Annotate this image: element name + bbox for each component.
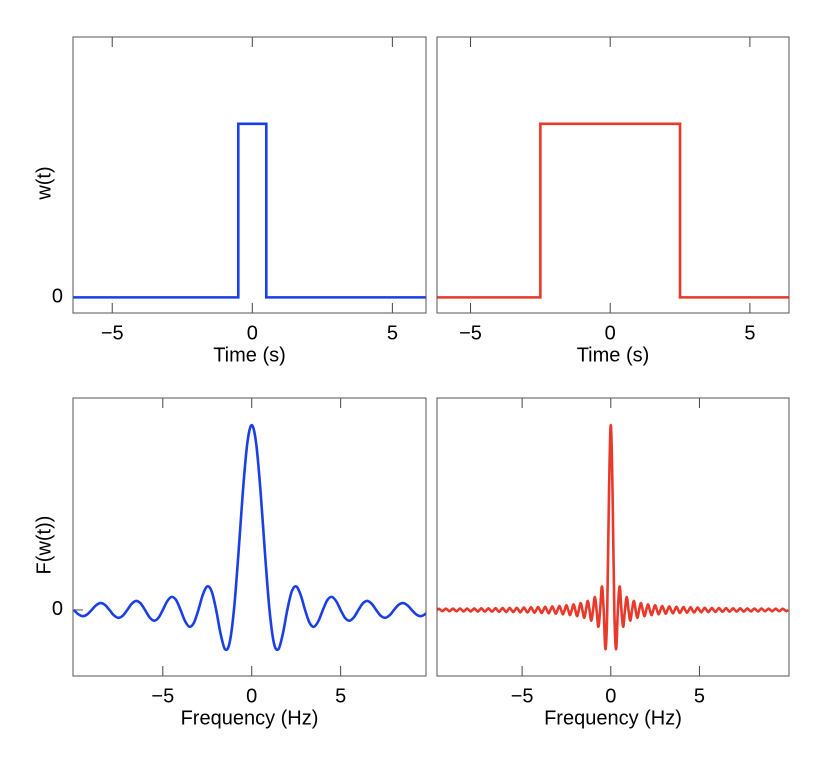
- y-tick-label: 0: [52, 598, 63, 620]
- x-tick-label: 5: [694, 685, 705, 707]
- x-axis-label: Time (s): [577, 344, 650, 366]
- x-tick-label: 0: [247, 322, 258, 344]
- x-tick-label: −5: [101, 322, 124, 344]
- x-tick-label: 0: [605, 322, 616, 344]
- plot-frame: [436, 397, 790, 677]
- x-tick-label: 0: [605, 685, 616, 707]
- x-tick-label: −5: [151, 685, 174, 707]
- x-tick-label: 5: [335, 685, 346, 707]
- x-tick-label: 5: [387, 322, 398, 344]
- x-axis-label: Time (s): [213, 344, 286, 366]
- y-tick-label: 0: [52, 286, 63, 308]
- data-line: [437, 122, 789, 299]
- data-line: [73, 423, 426, 652]
- x-axis-label: Frequency (Hz): [544, 707, 682, 729]
- x-tick-label: 0: [246, 685, 257, 707]
- data-line: [437, 423, 789, 651]
- plot-frame: [72, 397, 427, 677]
- x-axis-label: Frequency (Hz): [181, 707, 319, 729]
- plot-frame: [436, 36, 790, 314]
- x-tick-label: −5: [511, 685, 534, 707]
- x-tick-label: 5: [744, 322, 755, 344]
- data-line: [73, 122, 426, 299]
- y-axis-label: F(w(t)): [33, 516, 55, 575]
- x-tick-label: −5: [459, 322, 482, 344]
- y-axis-label: w(t): [33, 166, 55, 200]
- plot-frame: [72, 36, 427, 314]
